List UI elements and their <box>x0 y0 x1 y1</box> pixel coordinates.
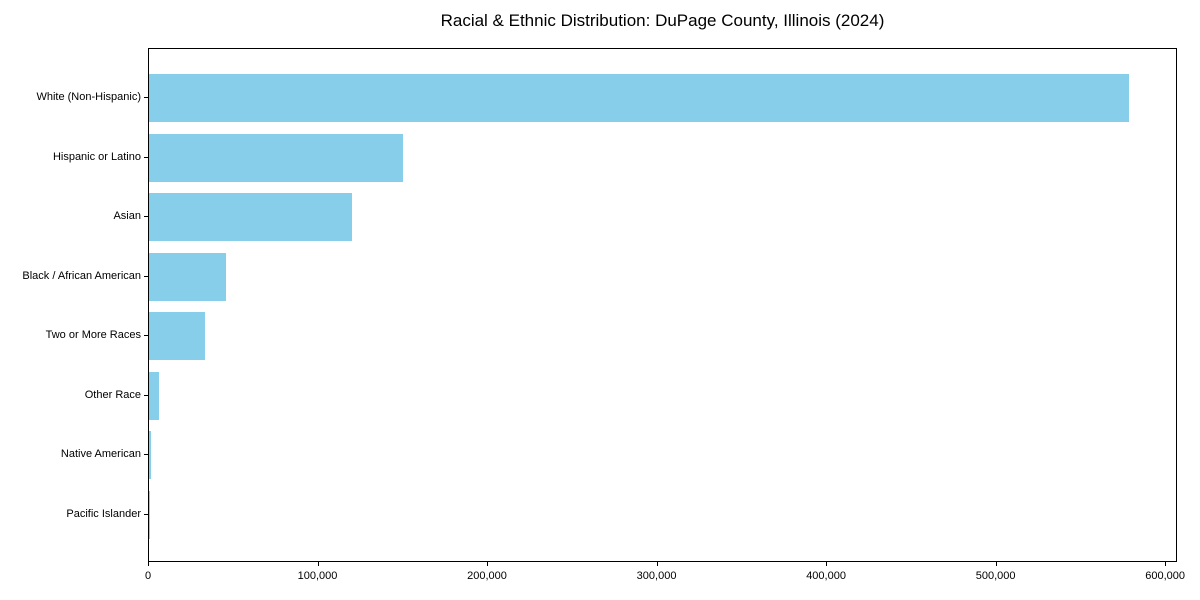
x-tick-mark <box>995 562 997 566</box>
x-tick-label: 600,000 <box>1145 570 1185 582</box>
x-tick-label: 0 <box>144 570 152 582</box>
bar-white-non-hispanic <box>149 74 1129 122</box>
bar-native-american <box>149 431 151 480</box>
y-tick-label: Two or More Races <box>45 329 141 342</box>
y-tick-label: White (Non-Hispanic) <box>36 91 141 103</box>
y-tick-mark <box>144 454 148 456</box>
plot-area <box>148 48 1177 562</box>
y-tick-mark <box>144 275 148 277</box>
y-tick-label: Black / African American <box>22 269 141 282</box>
y-tick-mark <box>144 156 148 158</box>
bar-other-race <box>149 371 160 420</box>
y-tick-mark <box>144 97 148 98</box>
x-tick-mark <box>656 562 658 566</box>
y-tick-mark <box>144 216 148 218</box>
y-tick-label: Hispanic or Latino <box>52 150 141 163</box>
x-tick-label: 200,000 <box>467 570 507 582</box>
bar-black-african-american <box>149 252 227 301</box>
x-tick-mark <box>317 562 319 566</box>
x-tick-label: 400,000 <box>806 570 846 582</box>
x-tick-mark <box>1165 562 1167 566</box>
y-tick-label: Asian <box>113 210 141 223</box>
bar-hispanic-or-latino <box>149 133 404 182</box>
y-tick-label: Pacific Islander <box>66 508 141 520</box>
x-tick-mark <box>487 562 489 566</box>
chart-title: Racial & Ethnic Distribution: DuPage Cou… <box>440 11 885 30</box>
x-tick-label: 100,000 <box>297 570 338 582</box>
bar-two-or-more-races <box>149 312 205 361</box>
x-tick-mark <box>148 562 149 566</box>
bar-asian <box>149 193 353 242</box>
x-tick-label: 500,000 <box>975 570 1016 582</box>
x-tick-mark <box>826 562 828 566</box>
y-tick-label: Native American <box>60 448 141 461</box>
x-tick-label: 300,000 <box>636 570 677 582</box>
y-tick-mark <box>144 394 148 396</box>
bar-pacific-islander <box>149 491 150 539</box>
y-tick-mark <box>144 514 148 515</box>
y-tick-label: Other Race <box>84 388 141 401</box>
y-tick-mark <box>144 335 148 337</box>
